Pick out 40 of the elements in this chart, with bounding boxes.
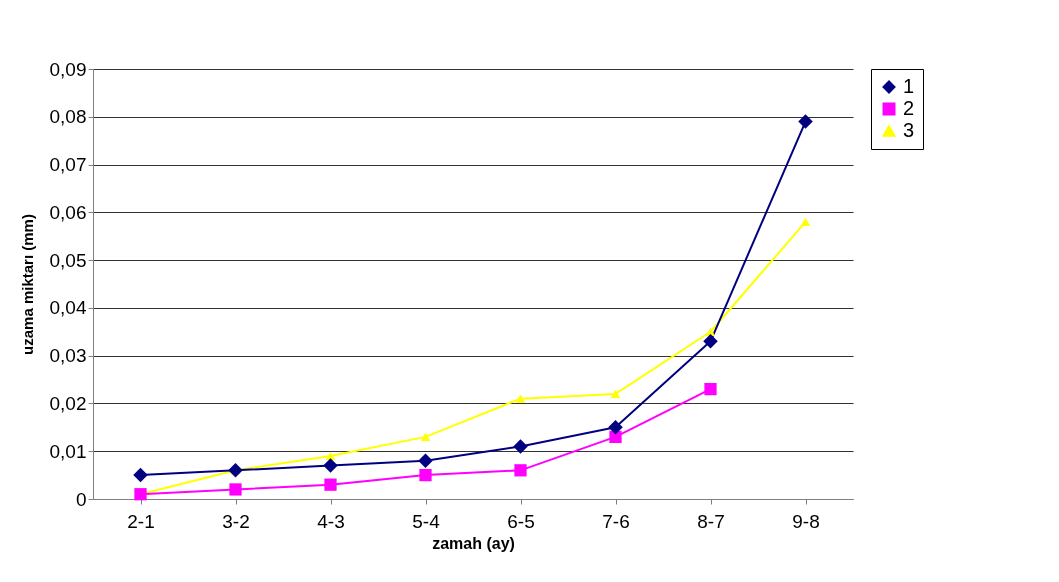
x-tick-label: 5-4 [412, 510, 441, 532]
point [800, 217, 811, 226]
y-tick-label: 0,03 [49, 345, 87, 367]
y-tick-label: 0,04 [49, 297, 87, 319]
point [323, 458, 338, 473]
legend-label: 1 [903, 75, 915, 97]
point [419, 468, 432, 482]
point [515, 394, 526, 403]
x-tick-label: 7-6 [602, 510, 630, 532]
y-tick-label: 0,09 [49, 58, 87, 80]
point [324, 478, 337, 491]
y-tick-label: 0,08 [49, 106, 87, 128]
point [229, 483, 242, 496]
y-tick-label: 0,06 [49, 201, 87, 223]
x-axis-title: zamah (ay) [432, 534, 515, 552]
y-tick-label: 0,05 [49, 249, 87, 271]
point [608, 420, 623, 435]
point [609, 430, 622, 444]
x-tick-label: 3-2 [222, 510, 250, 532]
legend-label: 3 [903, 119, 915, 141]
x-tick-label: 6-5 [507, 510, 535, 532]
x-tick-label: 2-1 [127, 510, 155, 532]
point [610, 389, 621, 398]
y-tick-label: 0 [75, 488, 87, 510]
point [703, 334, 718, 349]
point [514, 464, 527, 477]
y-tick-label: 0,01 [49, 440, 87, 462]
x-tick-label: 8-7 [697, 510, 725, 532]
point [418, 453, 433, 469]
point [420, 432, 431, 441]
x-tick-label: 9-8 [792, 510, 820, 532]
point [133, 467, 148, 483]
x-tick-label: 4-3 [317, 510, 345, 532]
point [798, 114, 813, 129]
point [513, 439, 528, 454]
y-tick-label: 0,02 [49, 392, 87, 414]
y-axis-title: uzama miktarı (mm) [18, 214, 36, 355]
legend-label: 2 [903, 97, 915, 119]
point [704, 382, 717, 396]
y-tick-label: 0,07 [49, 154, 87, 176]
